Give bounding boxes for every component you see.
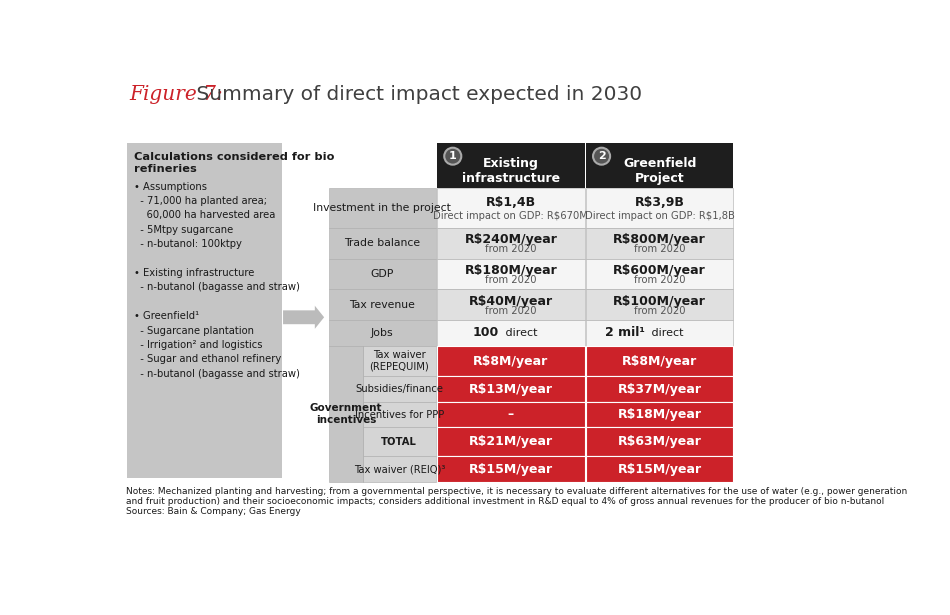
FancyBboxPatch shape: [329, 320, 436, 346]
FancyBboxPatch shape: [329, 258, 436, 290]
Text: R$180M/year: R$180M/year: [465, 264, 558, 277]
Text: R$18M/year: R$18M/year: [618, 408, 702, 421]
Text: Incentives for PPP: Incentives for PPP: [354, 410, 444, 419]
FancyBboxPatch shape: [363, 427, 436, 456]
FancyBboxPatch shape: [437, 346, 584, 376]
Text: from 2020: from 2020: [634, 306, 686, 316]
Text: Jobs: Jobs: [370, 328, 393, 338]
Text: Investment in the project: Investment in the project: [314, 203, 451, 213]
Text: Existing
infrastructure: Existing infrastructure: [462, 157, 560, 185]
Text: 100: 100: [473, 327, 499, 339]
Text: from 2020: from 2020: [634, 275, 686, 285]
FancyBboxPatch shape: [363, 402, 436, 427]
Text: Direct impact on GDP: R$670M: Direct impact on GDP: R$670M: [433, 211, 588, 221]
Text: R$8M/year: R$8M/year: [473, 354, 548, 368]
FancyBboxPatch shape: [437, 320, 584, 346]
Text: Tax waiver (REIQ)³: Tax waiver (REIQ)³: [353, 464, 445, 474]
FancyBboxPatch shape: [329, 188, 436, 228]
FancyBboxPatch shape: [329, 228, 436, 258]
FancyBboxPatch shape: [437, 456, 584, 482]
Text: R$8M/year: R$8M/year: [622, 354, 697, 368]
Text: 2 mil¹: 2 mil¹: [605, 327, 645, 339]
Text: R$63M/year: R$63M/year: [618, 435, 702, 448]
Text: R$40M/year: R$40M/year: [469, 295, 553, 308]
Text: R$15M/year: R$15M/year: [469, 462, 553, 475]
Text: R$600M/year: R$600M/year: [614, 264, 706, 277]
Text: direct: direct: [648, 328, 683, 338]
Text: • Assumptions
  - 71,000 ha planted area;
    60,000 ha harvested area
  - 5Mtpy: • Assumptions - 71,000 ha planted area; …: [134, 181, 300, 379]
Text: Trade balance: Trade balance: [344, 238, 420, 248]
FancyBboxPatch shape: [586, 228, 733, 258]
Text: Tax waiver
(REPEQUIM): Tax waiver (REPEQUIM): [370, 350, 429, 372]
Text: Calculations considered for bio
refineries: Calculations considered for bio refineri…: [134, 153, 334, 174]
FancyBboxPatch shape: [437, 427, 584, 456]
FancyBboxPatch shape: [363, 346, 436, 376]
Text: 1: 1: [449, 151, 457, 161]
Text: from 2020: from 2020: [485, 306, 537, 316]
Text: R$15M/year: R$15M/year: [618, 462, 702, 475]
Text: Greenfield
Project: Greenfield Project: [623, 157, 696, 185]
Text: Figure 7:: Figure 7:: [129, 85, 223, 105]
Text: Summary of direct impact expected in 2030: Summary of direct impact expected in 203…: [190, 85, 642, 105]
FancyBboxPatch shape: [363, 376, 436, 402]
FancyBboxPatch shape: [329, 346, 363, 482]
Text: R$13M/year: R$13M/year: [469, 383, 553, 395]
FancyBboxPatch shape: [437, 258, 584, 290]
Circle shape: [593, 148, 610, 165]
Text: –: –: [508, 408, 514, 421]
Text: 2: 2: [598, 151, 605, 161]
Text: R$1,4B: R$1,4B: [485, 196, 536, 210]
FancyBboxPatch shape: [586, 456, 733, 482]
Circle shape: [445, 148, 462, 165]
FancyBboxPatch shape: [586, 143, 733, 188]
Text: R$3,9B: R$3,9B: [635, 196, 685, 210]
Text: TOTAL: TOTAL: [381, 437, 417, 447]
Text: direct: direct: [502, 328, 538, 338]
FancyBboxPatch shape: [437, 290, 584, 320]
Text: Government
incentives: Government incentives: [310, 403, 382, 424]
Text: Tax revenue: Tax revenue: [350, 300, 415, 310]
FancyBboxPatch shape: [437, 143, 584, 188]
Text: from 2020: from 2020: [485, 275, 537, 285]
FancyBboxPatch shape: [437, 376, 584, 402]
Text: R$100M/year: R$100M/year: [614, 295, 706, 308]
FancyBboxPatch shape: [586, 290, 733, 320]
FancyBboxPatch shape: [586, 258, 733, 290]
FancyArrow shape: [283, 306, 324, 329]
Text: R$37M/year: R$37M/year: [618, 383, 702, 395]
Text: R$800M/year: R$800M/year: [614, 233, 706, 246]
Text: from 2020: from 2020: [485, 244, 537, 255]
FancyBboxPatch shape: [437, 228, 584, 258]
Text: Subsidies/finance: Subsidies/finance: [355, 384, 444, 394]
FancyBboxPatch shape: [586, 346, 733, 376]
FancyBboxPatch shape: [586, 320, 733, 346]
FancyBboxPatch shape: [586, 188, 733, 228]
Text: GDP: GDP: [370, 269, 394, 279]
FancyBboxPatch shape: [586, 402, 733, 427]
Text: Notes: Mechanized planting and harvesting; from a governmental perspective, it i: Notes: Mechanized planting and harvestin…: [126, 486, 908, 517]
Text: Direct impact on GDP: R$1,8B: Direct impact on GDP: R$1,8B: [585, 211, 734, 221]
FancyBboxPatch shape: [363, 456, 436, 482]
Text: R$21M/year: R$21M/year: [469, 435, 553, 448]
FancyBboxPatch shape: [329, 290, 436, 320]
Text: R$240M/year: R$240M/year: [465, 233, 558, 246]
FancyBboxPatch shape: [437, 188, 584, 228]
FancyBboxPatch shape: [126, 143, 281, 478]
FancyBboxPatch shape: [586, 376, 733, 402]
FancyBboxPatch shape: [437, 402, 584, 427]
Text: from 2020: from 2020: [634, 244, 686, 255]
FancyBboxPatch shape: [586, 427, 733, 456]
